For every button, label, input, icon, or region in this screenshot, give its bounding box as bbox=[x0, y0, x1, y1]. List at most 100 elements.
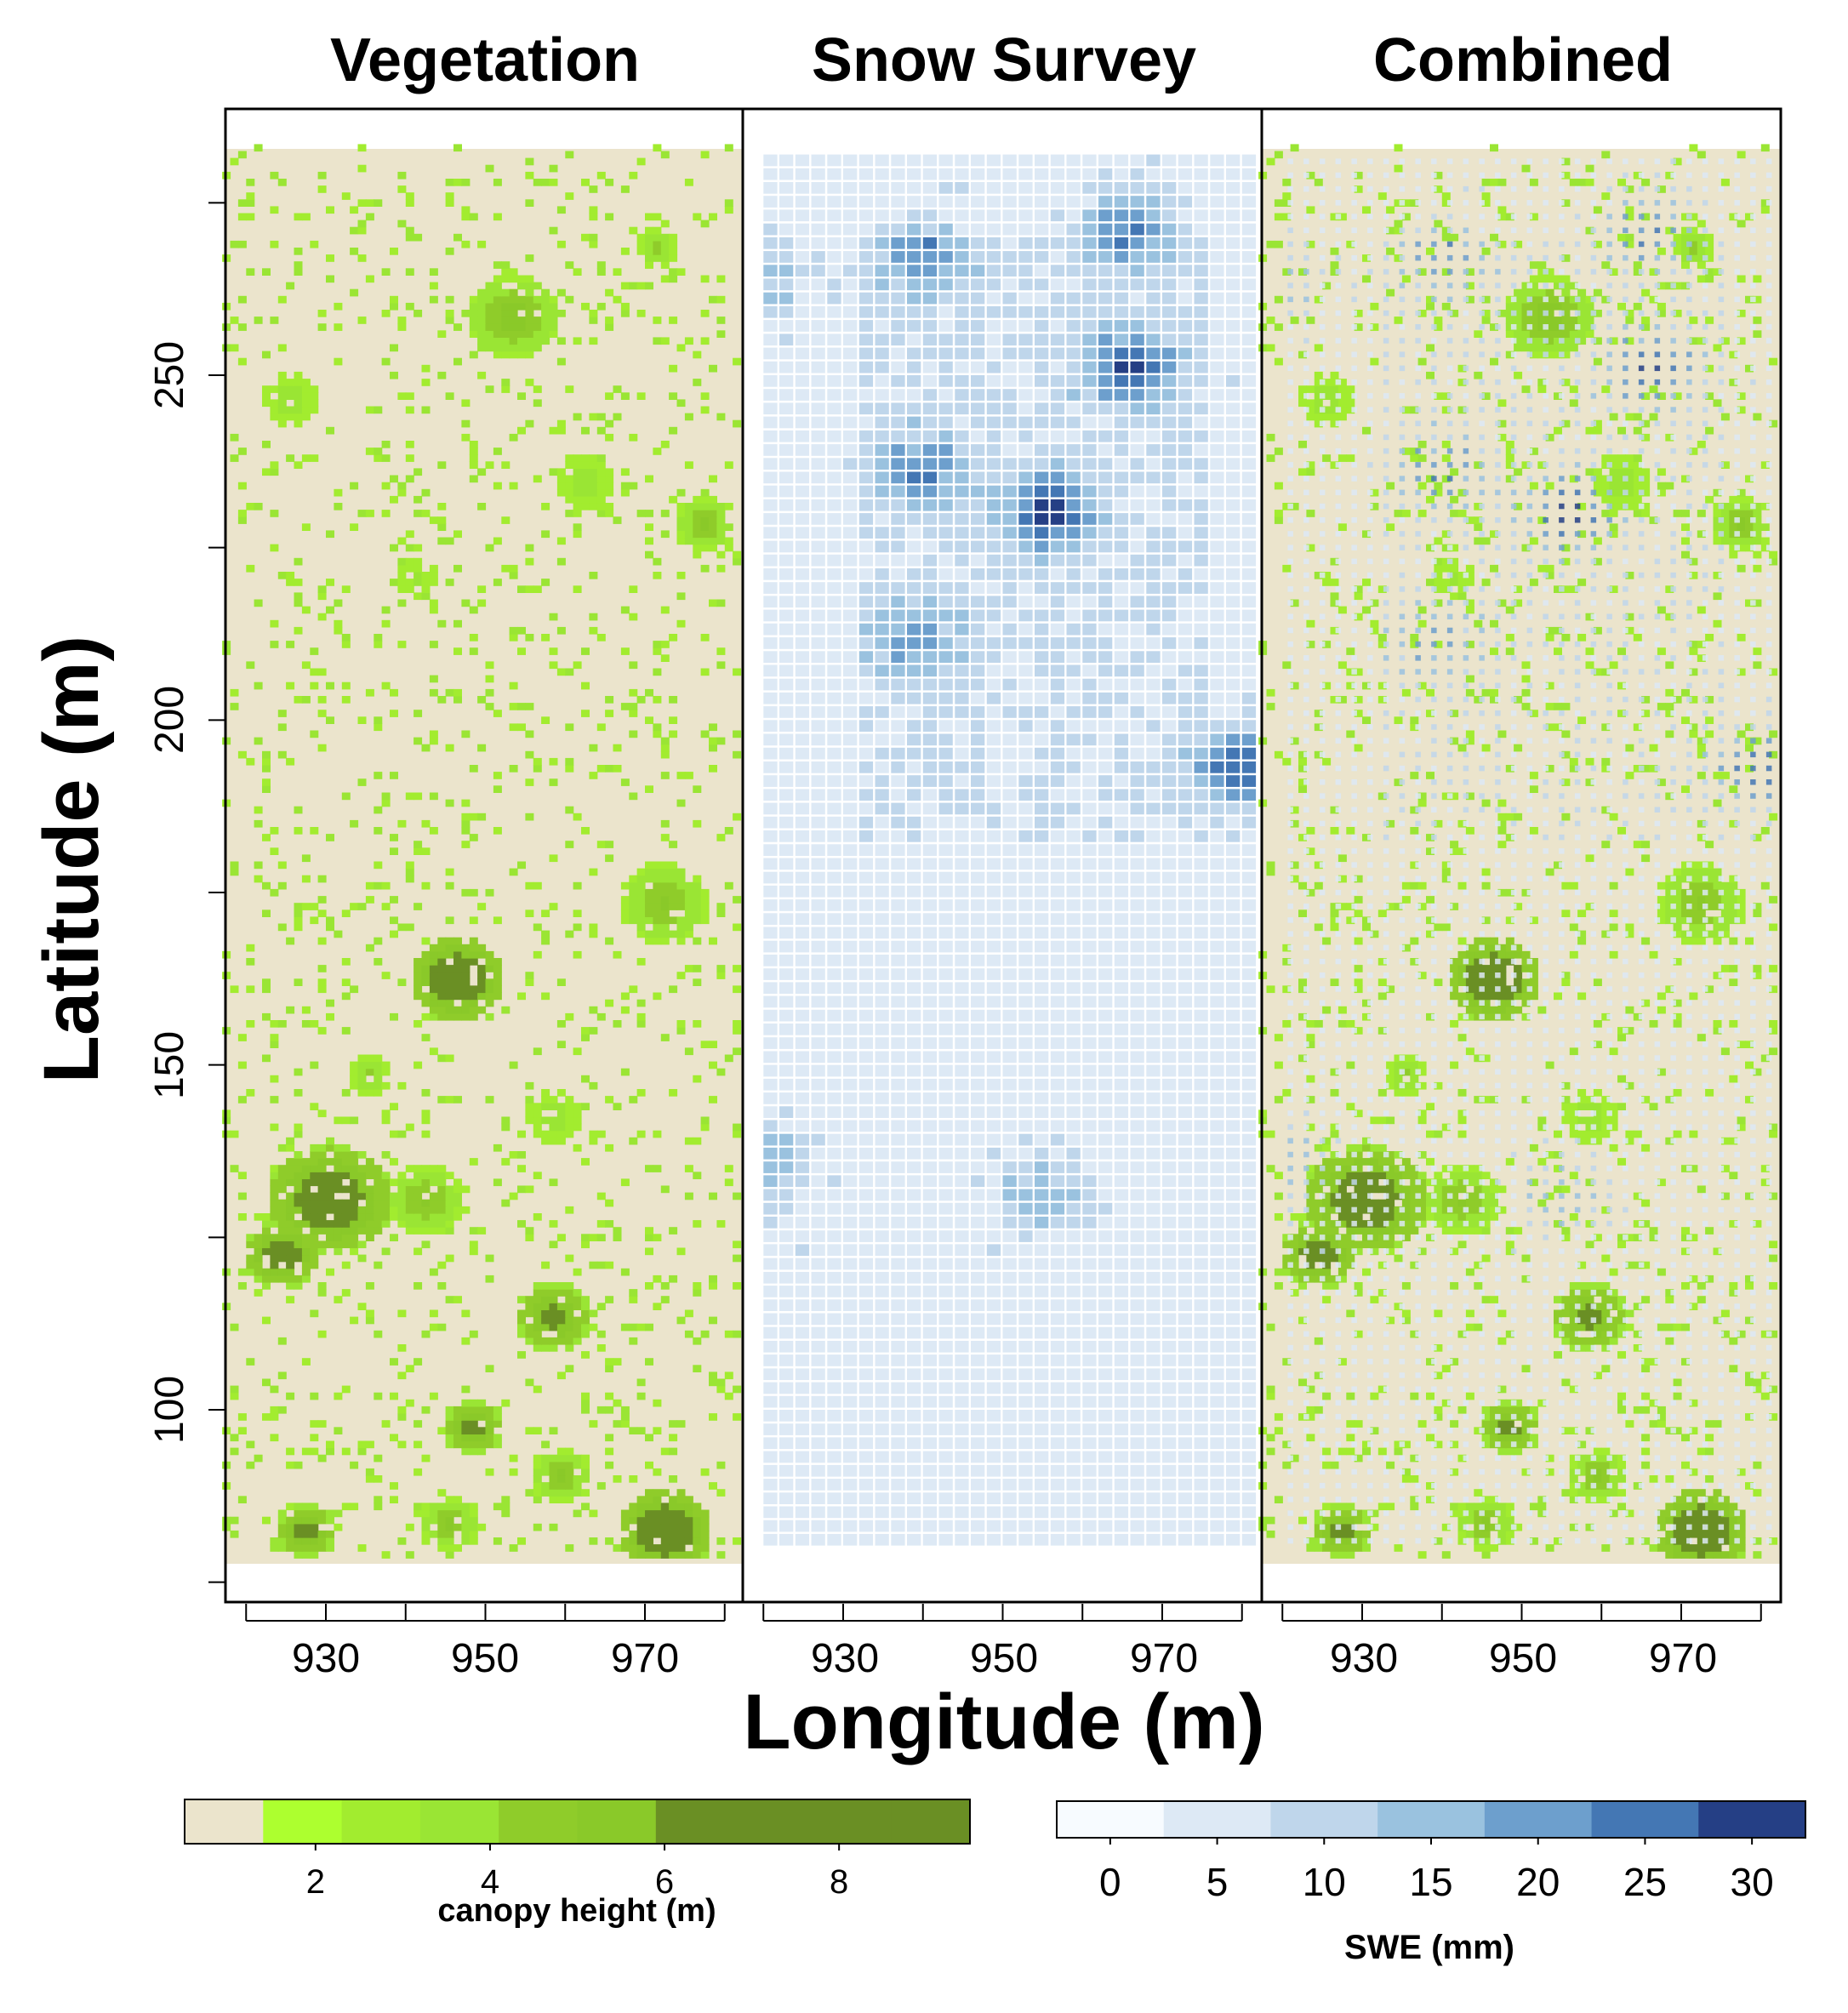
swe-cell bbox=[843, 623, 858, 636]
swe-cell bbox=[763, 1410, 778, 1422]
swe-cell bbox=[843, 982, 858, 995]
swe-cell bbox=[858, 1354, 874, 1366]
vegetation-cell bbox=[509, 268, 518, 276]
swe-cell bbox=[1002, 1106, 1017, 1118]
swe-cell bbox=[1226, 1423, 1241, 1435]
vegetation-cell bbox=[317, 1143, 327, 1152]
vegetation-cell bbox=[636, 1323, 646, 1332]
vegetation-cell bbox=[676, 868, 686, 876]
swe-cell bbox=[1226, 678, 1241, 691]
vegetation-cell bbox=[541, 1489, 550, 1497]
vegetation-cell bbox=[421, 1523, 431, 1531]
swe-cell bbox=[938, 623, 953, 636]
vegetation-cell bbox=[437, 1323, 447, 1332]
vegetation-cell bbox=[501, 288, 510, 297]
swe-cell bbox=[1241, 1161, 1257, 1173]
vegetation-cell bbox=[605, 468, 614, 476]
swe-cell bbox=[763, 692, 778, 704]
vegetation-cell bbox=[556, 1371, 566, 1380]
vegetation-cell bbox=[317, 965, 327, 972]
vegetation-cell bbox=[573, 881, 582, 890]
vegetation-cell bbox=[461, 206, 471, 214]
swe-cell bbox=[858, 733, 874, 746]
vegetation-cell bbox=[509, 302, 518, 311]
vegetation-cell bbox=[485, 688, 494, 697]
swe-cell bbox=[795, 1217, 810, 1229]
swe-cell bbox=[1098, 830, 1113, 842]
vegetation-cell bbox=[556, 1137, 566, 1145]
vegetation-cell bbox=[421, 1227, 431, 1235]
swe-cell bbox=[1178, 706, 1193, 718]
vegetation-cell bbox=[733, 750, 742, 759]
swe-cell bbox=[922, 444, 938, 456]
vegetation-cell bbox=[341, 634, 351, 642]
vegetation-cell bbox=[286, 1516, 295, 1525]
swe-cell bbox=[1098, 637, 1113, 649]
swe-cell bbox=[1210, 499, 1224, 511]
swe-cell bbox=[891, 1106, 905, 1118]
swe-cell bbox=[1002, 789, 1017, 801]
vegetation-cell bbox=[485, 978, 494, 986]
swe-cell bbox=[1130, 955, 1144, 967]
swe-cell bbox=[1146, 1340, 1161, 1353]
vegetation-cell bbox=[445, 1206, 454, 1214]
swe-cell bbox=[1082, 899, 1097, 911]
swe-cell bbox=[1162, 1506, 1177, 1519]
vegetation-cell bbox=[629, 1475, 638, 1483]
vegetation-cell bbox=[645, 523, 653, 531]
swe-cell bbox=[1226, 995, 1241, 1008]
vegetation-cell bbox=[509, 1454, 518, 1463]
vegetation-cell bbox=[525, 1296, 534, 1303]
vegetation-cell bbox=[653, 1489, 662, 1497]
swe-cell bbox=[1002, 871, 1017, 884]
vegetation-cell bbox=[605, 765, 614, 773]
swe-cell bbox=[811, 416, 825, 429]
swe-cell bbox=[1050, 955, 1065, 967]
vegetation-cell bbox=[326, 206, 334, 214]
vegetation-cell bbox=[350, 1206, 359, 1214]
swe-cell bbox=[779, 664, 794, 677]
vegetation-cell bbox=[317, 1289, 327, 1297]
vegetation-cell bbox=[565, 192, 574, 200]
vegetation-cell bbox=[605, 1261, 614, 1269]
swe-cell bbox=[1146, 568, 1161, 580]
vegetation-cell bbox=[645, 868, 653, 876]
swe-cell bbox=[1162, 1492, 1177, 1504]
swe-cell bbox=[1226, 830, 1241, 842]
swe-cell bbox=[1082, 1257, 1097, 1270]
swe-cell bbox=[858, 444, 874, 456]
swe-cell bbox=[891, 623, 905, 636]
swe-cell bbox=[1114, 582, 1129, 594]
swe-cell bbox=[875, 554, 889, 567]
vegetation-cell bbox=[350, 985, 359, 994]
vegetation-cell bbox=[453, 1496, 462, 1503]
vegetation-cell bbox=[461, 1503, 471, 1511]
vegetation-cell bbox=[262, 757, 271, 766]
swe-cell bbox=[1018, 1410, 1033, 1422]
vegetation-cell bbox=[277, 1206, 287, 1214]
vegetation-cell bbox=[645, 1461, 653, 1469]
vegetation-cell bbox=[485, 544, 494, 552]
vegetation-cell bbox=[326, 606, 334, 614]
swe-cell bbox=[891, 1133, 905, 1146]
swe-cell bbox=[1162, 802, 1177, 815]
vegetation-cell bbox=[405, 1365, 414, 1372]
swe-cell bbox=[827, 1271, 841, 1284]
vegetation-cell bbox=[693, 1365, 702, 1372]
vegetation-cell bbox=[684, 516, 693, 524]
vegetation-cell bbox=[277, 572, 287, 579]
swe-cell bbox=[858, 499, 874, 511]
swe-cell bbox=[858, 1520, 874, 1532]
swe-cell bbox=[875, 1009, 889, 1022]
vegetation-cell bbox=[501, 261, 510, 269]
swe-cell bbox=[779, 968, 794, 980]
swe-cell bbox=[795, 899, 810, 911]
swe-cell bbox=[1098, 664, 1113, 677]
vegetation-cell bbox=[533, 1303, 542, 1310]
swe-cell bbox=[811, 761, 825, 773]
vegetation-cell bbox=[374, 1475, 383, 1483]
swe-cell bbox=[1082, 1147, 1097, 1160]
vegetation-cell bbox=[317, 1172, 327, 1179]
swe-cell bbox=[1194, 1051, 1208, 1064]
vegetation-cell bbox=[501, 461, 510, 469]
